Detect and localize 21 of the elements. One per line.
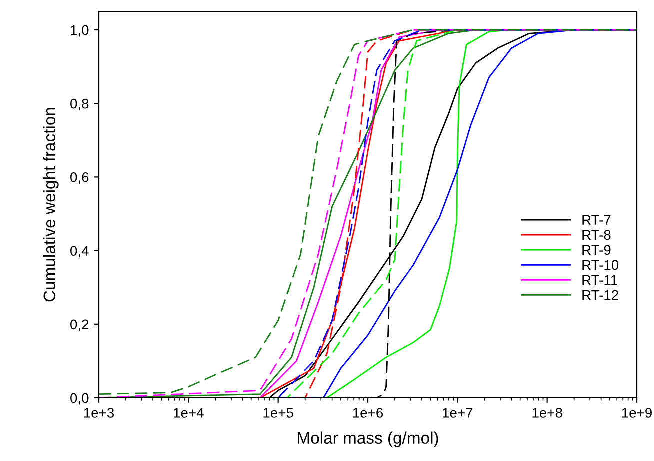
y-axis-title: Cumulative weight fraction — [43, 108, 59, 302]
x-tick-label: 1e+4 — [174, 408, 204, 418]
legend-label: RT-8 — [582, 230, 611, 240]
legend-label: RT-9 — [582, 245, 611, 256]
x-tick-label: 1e+6 — [353, 408, 384, 418]
legend-label: RT-10 — [582, 260, 619, 270]
y-tick-label: 0,8 — [70, 98, 89, 110]
legend-label: RT-11 — [582, 275, 618, 286]
legend-label: RT-7 — [582, 215, 611, 225]
legend-label: RT-12 — [582, 290, 618, 300]
x-tick-label: 1e+8 — [532, 408, 562, 418]
y-tick-label: 0,2 — [70, 320, 89, 332]
y-tick-label: 1,0 — [71, 25, 89, 37]
x-axis-title: Molar mass (g/mol) — [298, 432, 438, 448]
x-tick-label: 1e+5 — [264, 408, 294, 418]
x-tick-label: 1e+3 — [84, 408, 114, 418]
y-tick-label: 0,6 — [70, 172, 89, 184]
x-tick-label: 1e+9 — [622, 408, 652, 418]
y-tick-label: 0,4 — [70, 246, 89, 258]
y-tick-label: 0,0 — [70, 393, 89, 405]
x-tick-label: 1e+7 — [443, 408, 473, 418]
